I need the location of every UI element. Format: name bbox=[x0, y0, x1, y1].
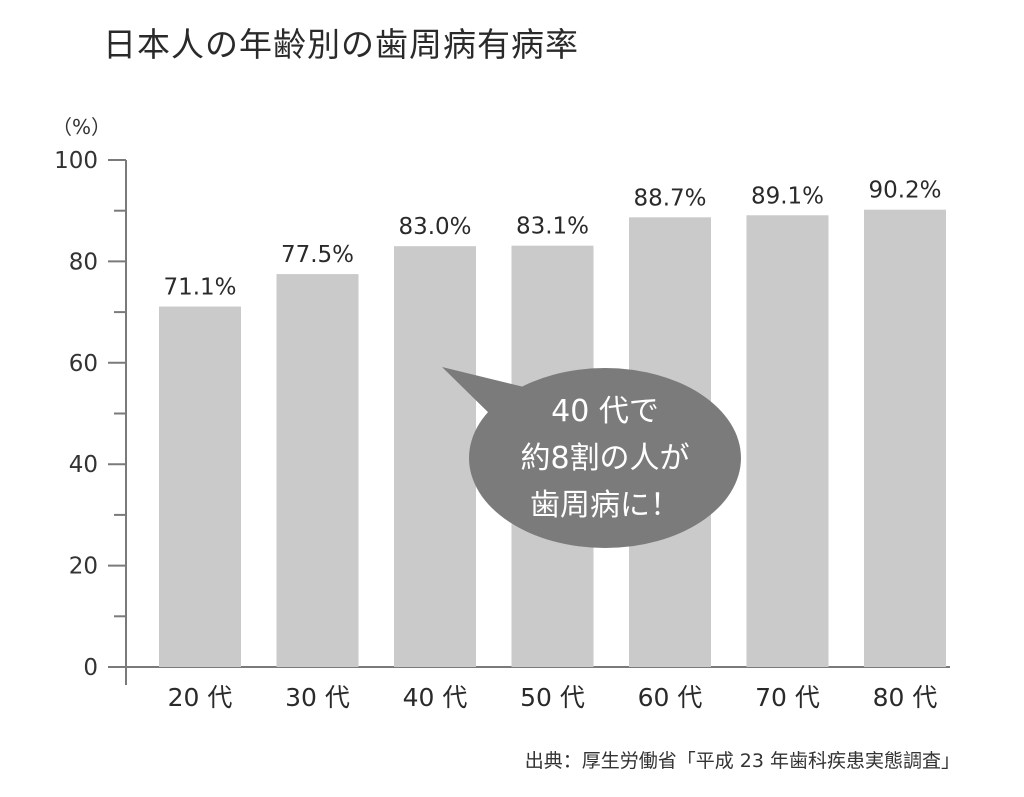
y-tick-label: 40 bbox=[69, 452, 98, 478]
callout-line-3: 歯周病に！ bbox=[530, 488, 680, 523]
bar-value-label: 77.5% bbox=[281, 242, 354, 268]
x-category-label: 60 代 bbox=[638, 683, 703, 712]
x-category-label: 20 代 bbox=[168, 683, 233, 712]
source-note: 出典：厚生労働省「平成 23 年歯科疾患実態調査」 bbox=[524, 750, 960, 772]
y-tick-label: 60 bbox=[69, 351, 98, 377]
bar bbox=[394, 246, 476, 667]
callout-line-2: 約8割の人が bbox=[520, 441, 689, 476]
x-category-label: 30 代 bbox=[285, 683, 350, 712]
bar-value-label: 89.1% bbox=[751, 183, 824, 209]
x-category-label: 80 代 bbox=[873, 683, 938, 712]
bar bbox=[159, 306, 241, 667]
bar-value-label: 71.1% bbox=[163, 275, 236, 301]
bar-value-label: 83.1% bbox=[516, 214, 589, 240]
y-tick-label: 80 bbox=[69, 249, 98, 275]
bar-value-label: 83.0% bbox=[398, 214, 471, 240]
x-category-label: 40 代 bbox=[403, 683, 468, 712]
bar bbox=[276, 274, 359, 667]
chart-title: 日本人の年齢別の歯周病有病率 bbox=[103, 25, 579, 64]
x-category-label: 70 代 bbox=[755, 683, 820, 712]
callout-bubble: 40 代で 約8割の人が 歯周病に！ bbox=[442, 367, 741, 548]
y-tick-label: 0 bbox=[83, 655, 98, 681]
x-category-label: 50 代 bbox=[520, 683, 585, 712]
callout-body bbox=[469, 368, 741, 548]
bar bbox=[864, 209, 946, 667]
bar bbox=[746, 215, 829, 667]
y-tick-label: 20 bbox=[69, 554, 98, 580]
bar-value-label: 90.2% bbox=[868, 178, 941, 204]
y-axis-unit-label: （%） bbox=[52, 115, 111, 139]
label-layer: 0 20 40 60 80 100 71.1% 20 代 77.5% 30 代 83.0% 40 代 8… bbox=[54, 148, 941, 712]
y-tick-label: 100 bbox=[54, 148, 98, 174]
bar-value-label: 88.7% bbox=[633, 185, 706, 211]
callout-line-1: 40 代で bbox=[551, 394, 659, 429]
